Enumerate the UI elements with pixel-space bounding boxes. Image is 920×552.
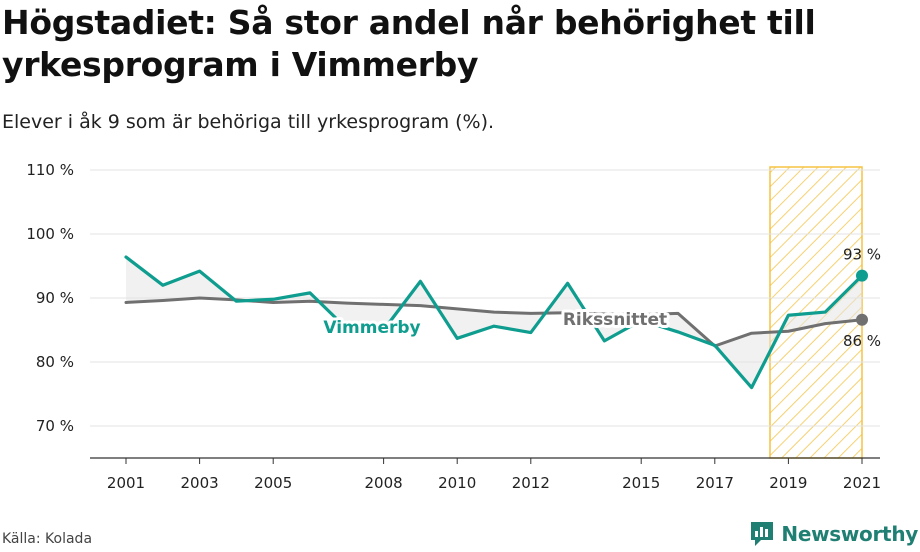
x-tick-label: 2003 [181,474,219,492]
x-tick-label: 2017 [696,474,734,492]
series-gap-area [126,257,862,388]
x-tick-label: 2019 [769,474,807,492]
vimmerby-series-label-halo: Vimmerby [323,318,420,338]
x-tick-label: 2005 [254,474,292,492]
vimmerby-end-label: 93 % [843,246,881,264]
x-tick-label: 2001 [107,474,145,492]
vimmerby-line [124,255,864,390]
x-tick-label: 2012 [512,474,550,492]
chart-title: Högstadiet: Så stor andel når behörighet… [2,3,816,84]
x-tick-label: 2008 [365,474,403,492]
y-tick-label: 80 % [36,353,74,371]
line-chart: 70 % 80 % 90 % 100 % 110 % 2001 2003 2005 2008 2… [26,161,881,492]
y-tick-label: 100 % [26,225,74,243]
x-tick-label: 2010 [438,474,476,492]
newsworthy-logo-icon [751,522,774,546]
riksnittet-end-label: 86 % [843,332,881,350]
y-tick-label: 70 % [36,417,74,435]
riksnittet-series-label: Rikssnittet [563,310,667,330]
y-tick-label: 110 % [26,161,74,179]
vimmerby-endpoint [856,269,868,282]
chart-subtitle: Elever i åk 9 som är behöriga till yrkes… [2,111,495,133]
newsworthy-logo-text: Newsworthy [781,522,918,546]
x-tick-label: 2015 [622,474,660,492]
vimmerby-series-label: Vimmerby [323,318,420,338]
x-tick-label: 2021 [843,474,881,492]
newsworthy-logo: Newsworthy [749,520,918,548]
riksnittet-endpoint [856,313,868,326]
y-tick-label: 90 % [36,289,74,307]
riksnittet-series-label-halo: Rikssnittet [563,310,667,330]
source-note: Källa: Kolada [2,531,93,547]
